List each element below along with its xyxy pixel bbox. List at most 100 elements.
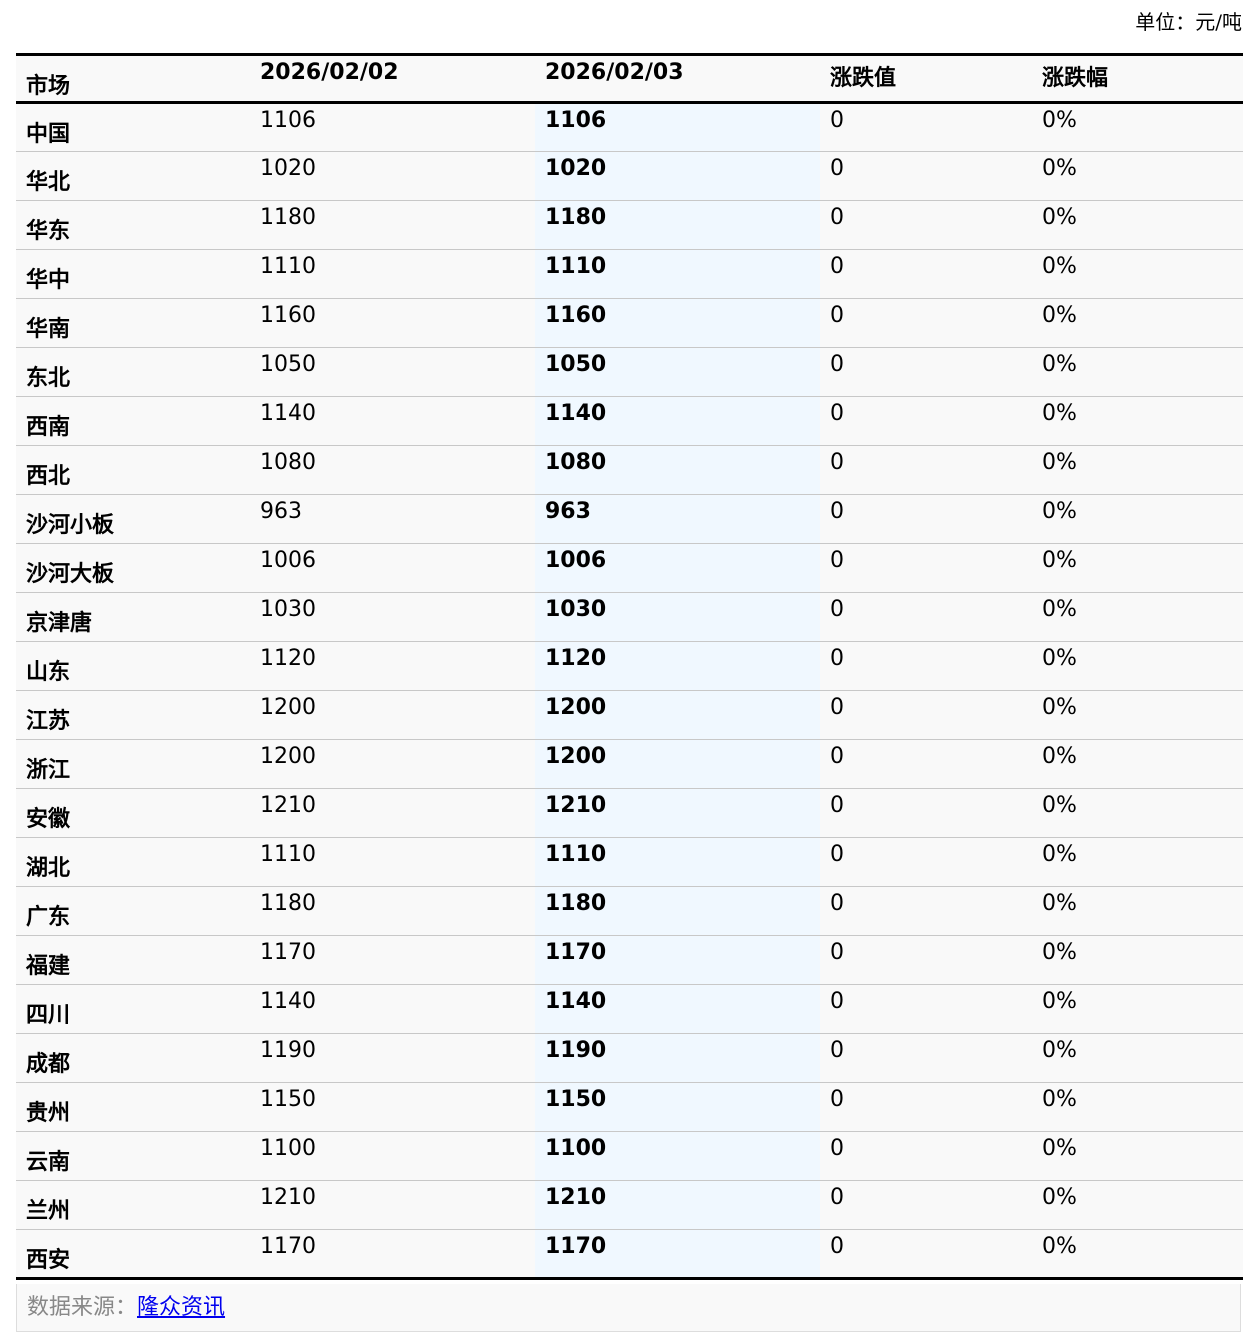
market-cell: 沙河大板 bbox=[26, 562, 115, 587]
current-price-cell: 1200 bbox=[535, 739, 820, 789]
change-value-cell: 0 bbox=[830, 548, 844, 573]
market-cell: 沙河小板 bbox=[26, 513, 115, 538]
change-percent-cell: 0% bbox=[1042, 695, 1077, 720]
prev-price-cell: 1110 bbox=[260, 254, 316, 279]
prev-price-cell: 1006 bbox=[260, 548, 316, 573]
table-row: 华东 1180 1180 0 0% bbox=[16, 200, 1243, 250]
table-row: 沙河大板 1006 1006 0 0% bbox=[16, 543, 1243, 593]
prev-price-cell: 1140 bbox=[260, 989, 316, 1014]
market-cell: 京津唐 bbox=[26, 611, 93, 636]
table-row: 福建 1170 1170 0 0% bbox=[16, 935, 1243, 985]
market-cell: 江苏 bbox=[26, 709, 71, 734]
table-row: 安徽 1210 1210 0 0% bbox=[16, 788, 1243, 838]
source-link[interactable]: 隆众资讯 bbox=[137, 1295, 226, 1320]
change-value-cell: 0 bbox=[830, 303, 844, 328]
table-row: 西南 1140 1140 0 0% bbox=[16, 396, 1243, 446]
change-percent-cell: 0% bbox=[1042, 1234, 1077, 1259]
change-percent-cell: 0% bbox=[1042, 156, 1077, 181]
change-value-cell: 0 bbox=[830, 597, 844, 622]
prev-price-cell: 1190 bbox=[260, 1038, 316, 1063]
current-price-cell: 1180 bbox=[535, 886, 820, 936]
market-cell: 福建 bbox=[26, 954, 71, 979]
change-value-cell: 0 bbox=[830, 1038, 844, 1063]
change-value-cell: 0 bbox=[830, 401, 844, 426]
current-price-cell: 1050 bbox=[535, 347, 820, 397]
prev-price-cell: 1030 bbox=[260, 597, 316, 622]
current-price-cell: 1200 bbox=[535, 690, 820, 740]
prev-price-cell: 1180 bbox=[260, 891, 316, 916]
market-cell: 华南 bbox=[26, 317, 71, 342]
market-cell: 成都 bbox=[26, 1052, 71, 1077]
table-row: 华中 1110 1110 0 0% bbox=[16, 249, 1243, 299]
prev-price-cell: 1100 bbox=[260, 1136, 316, 1161]
change-percent-cell: 0% bbox=[1042, 401, 1077, 426]
change-percent-cell: 0% bbox=[1042, 499, 1077, 524]
current-price-cell: 1180 bbox=[535, 200, 820, 250]
change-percent-cell: 0% bbox=[1042, 450, 1077, 475]
change-value-cell: 0 bbox=[830, 1136, 844, 1161]
prev-price-cell: 1020 bbox=[260, 156, 316, 181]
change-value-cell: 0 bbox=[830, 205, 844, 230]
change-value-cell: 0 bbox=[830, 254, 844, 279]
change-percent-cell: 0% bbox=[1042, 254, 1077, 279]
prev-price-cell: 1106 bbox=[260, 108, 316, 133]
change-value-cell: 0 bbox=[830, 695, 844, 720]
header-date-prev: 2026/02/02 bbox=[260, 60, 399, 85]
current-price-cell: 1106 bbox=[535, 102, 820, 152]
change-percent-cell: 0% bbox=[1042, 1136, 1077, 1161]
change-percent-cell: 0% bbox=[1042, 891, 1077, 916]
table-row: 成都 1190 1190 0 0% bbox=[16, 1033, 1243, 1083]
change-value-cell: 0 bbox=[830, 793, 844, 818]
change-percent-cell: 0% bbox=[1042, 940, 1077, 965]
prev-price-cell: 1210 bbox=[260, 793, 316, 818]
header-change-value: 涨跌值 bbox=[830, 66, 897, 91]
unit-label: 单位：元/吨 bbox=[1135, 10, 1242, 34]
data-source-footer: 数据来源：隆众资讯 bbox=[16, 1284, 1241, 1332]
change-percent-cell: 0% bbox=[1042, 205, 1077, 230]
current-price-cell: 1160 bbox=[535, 298, 820, 348]
market-cell: 西安 bbox=[26, 1248, 71, 1273]
prev-price-cell: 963 bbox=[260, 499, 302, 524]
change-percent-cell: 0% bbox=[1042, 842, 1077, 867]
current-price-cell: 1170 bbox=[535, 1229, 820, 1279]
change-value-cell: 0 bbox=[830, 842, 844, 867]
current-price-cell: 1210 bbox=[535, 788, 820, 838]
market-cell: 东北 bbox=[26, 366, 71, 391]
current-price-cell: 1190 bbox=[535, 1033, 820, 1083]
prev-price-cell: 1080 bbox=[260, 450, 316, 475]
table-row: 东北 1050 1050 0 0% bbox=[16, 347, 1243, 397]
change-value-cell: 0 bbox=[830, 352, 844, 377]
current-price-cell: 1140 bbox=[535, 984, 820, 1034]
change-value-cell: 0 bbox=[830, 1234, 844, 1259]
market-cell: 华中 bbox=[26, 268, 71, 293]
current-price-cell: 1140 bbox=[535, 396, 820, 446]
market-cell: 中国 bbox=[26, 122, 71, 147]
table-row: 西北 1080 1080 0 0% bbox=[16, 445, 1243, 495]
change-value-cell: 0 bbox=[830, 108, 844, 133]
change-value-cell: 0 bbox=[830, 1087, 844, 1112]
market-cell: 浙江 bbox=[26, 758, 71, 783]
table-row: 兰州 1210 1210 0 0% bbox=[16, 1180, 1243, 1230]
prev-price-cell: 1110 bbox=[260, 842, 316, 867]
change-value-cell: 0 bbox=[830, 499, 844, 524]
price-table: 市场 2026/02/02 2026/02/03 涨跌值 涨跌幅 中国 1106 1… bbox=[16, 53, 1243, 1280]
table-row: 广东 1180 1180 0 0% bbox=[16, 886, 1243, 936]
prev-price-cell: 1140 bbox=[260, 401, 316, 426]
table-row: 华北 1020 1020 0 0% bbox=[16, 151, 1243, 201]
table-header-row: 市场 2026/02/02 2026/02/03 涨跌值 涨跌幅 bbox=[16, 54, 1243, 103]
current-price-cell: 1210 bbox=[535, 1180, 820, 1230]
prev-price-cell: 1170 bbox=[260, 1234, 316, 1259]
change-percent-cell: 0% bbox=[1042, 1038, 1077, 1063]
current-price-cell: 1080 bbox=[535, 445, 820, 495]
table-row: 浙江 1200 1200 0 0% bbox=[16, 739, 1243, 789]
change-percent-cell: 0% bbox=[1042, 352, 1077, 377]
prev-price-cell: 1180 bbox=[260, 205, 316, 230]
current-price-cell: 1110 bbox=[535, 837, 820, 887]
change-value-cell: 0 bbox=[830, 1185, 844, 1210]
current-price-cell: 963 bbox=[535, 494, 820, 544]
current-price-cell: 1006 bbox=[535, 543, 820, 593]
current-price-cell: 1100 bbox=[535, 1131, 820, 1181]
table-row: 江苏 1200 1200 0 0% bbox=[16, 690, 1243, 740]
header-change-percent: 涨跌幅 bbox=[1042, 66, 1109, 91]
prev-price-cell: 1200 bbox=[260, 695, 316, 720]
